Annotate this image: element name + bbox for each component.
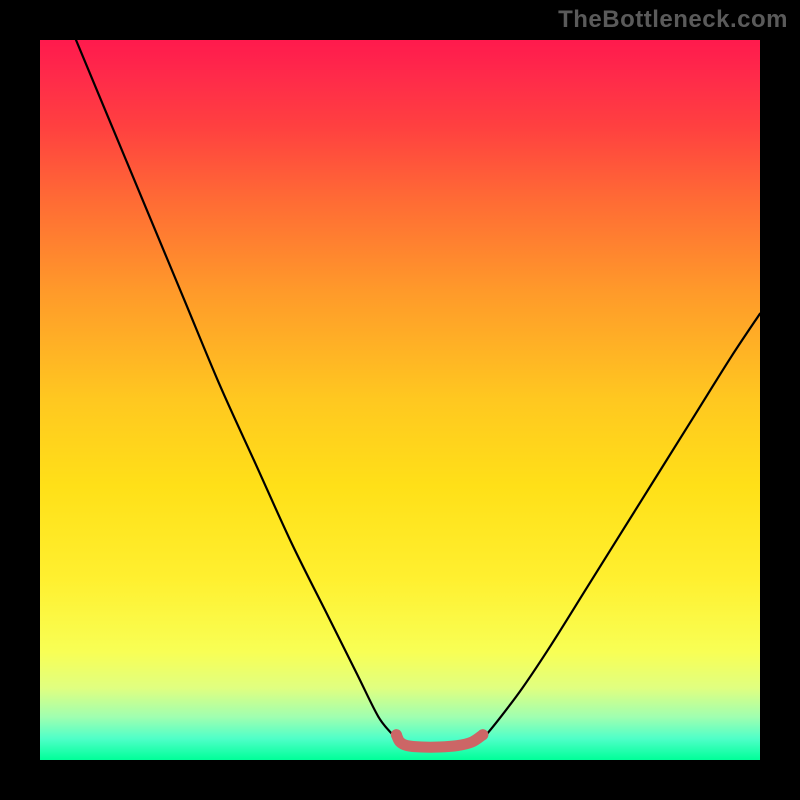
flat-endpoint-right-marker (477, 729, 488, 740)
chart-container: TheBottleneck.com (0, 0, 800, 800)
curve-left (76, 40, 393, 735)
plot-area (40, 40, 760, 760)
flat-endpoint-left-marker (391, 729, 402, 740)
watermark-text: TheBottleneck.com (558, 6, 788, 34)
curve-right (486, 314, 760, 735)
curve-layer (40, 40, 760, 760)
curve-flat (396, 735, 482, 747)
